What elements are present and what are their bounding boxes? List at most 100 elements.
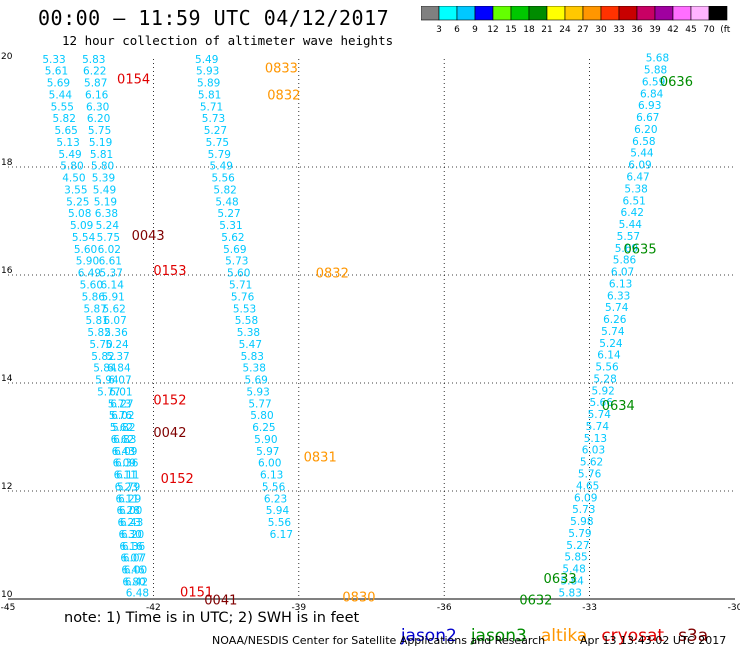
swh-value: 6.27 xyxy=(110,398,133,410)
swh-value: 6.59 xyxy=(642,76,665,88)
swh-value: 5.77 xyxy=(248,398,271,410)
swh-value: 5.79 xyxy=(117,481,140,493)
swh-value: 5.84 xyxy=(560,575,584,587)
swh-value: 5.82 xyxy=(112,422,135,434)
swh-value: 6.13 xyxy=(609,278,632,290)
swh-value: 5.88 xyxy=(644,65,667,77)
swh-value: 4.50 xyxy=(62,173,85,185)
swh-value: 5.82 xyxy=(87,327,110,339)
pass-label: 0832 xyxy=(267,89,300,104)
swh-value: 5.84 xyxy=(93,363,117,375)
pass-label: 0043 xyxy=(132,229,165,244)
swh-value: 5.37 xyxy=(100,268,123,280)
swh-value: 5.69 xyxy=(615,243,638,255)
swh-value: 6.02 xyxy=(98,244,121,256)
swh-value: 6.29 xyxy=(118,493,141,505)
swh-value: 6.23 xyxy=(115,481,138,493)
swh-value: 5.93 xyxy=(246,386,269,398)
x-tick-label: -42 xyxy=(146,603,161,613)
legend-jason2: jason2 xyxy=(400,626,457,646)
page-title: 00:00 – 11:59 UTC 04/12/2017 xyxy=(38,6,390,30)
y-tick-label: 10 xyxy=(1,590,13,600)
swh-value: 5.60 xyxy=(227,268,250,280)
colorbar-label: 21 xyxy=(541,25,552,35)
swh-value: 5.69 xyxy=(223,244,246,256)
swh-value: 6.09 xyxy=(114,446,137,458)
swh-value: 6.01 xyxy=(109,386,132,398)
pass-label: 0153 xyxy=(153,264,186,279)
swh-value: 6.14 xyxy=(597,350,621,362)
swh-value: 6.03 xyxy=(582,445,605,457)
swh-value: 5.74 xyxy=(605,302,629,314)
swh-value: 5.24 xyxy=(599,338,623,350)
swh-value: 6.30 xyxy=(86,101,109,113)
swh-value: 6.47 xyxy=(626,172,649,184)
swh-value: 5.74 xyxy=(586,421,610,433)
swh-value: 6.07 xyxy=(611,267,634,279)
swh-value: 5.85 xyxy=(564,552,587,564)
swh-value: 5.62 xyxy=(221,232,244,244)
swh-value: 5.38 xyxy=(243,363,266,375)
swh-value: 6.11 xyxy=(116,470,139,482)
swh-value: 6.09 xyxy=(574,492,597,504)
swh-value: 5.65 xyxy=(54,125,77,137)
swh-value: 6.07 xyxy=(103,315,126,327)
swh-value: 5.56 xyxy=(262,481,286,493)
swh-value: 6.09 xyxy=(628,160,651,172)
swh-value: 5.81 xyxy=(90,149,113,161)
pass-label: 0152 xyxy=(161,472,194,487)
swh-value: 5.54 xyxy=(72,232,96,244)
swh-value: 5.25 xyxy=(66,196,89,208)
swh-value: 6.36 xyxy=(115,458,139,470)
swh-value: 6.84 xyxy=(107,363,131,375)
colorbar-label: 24 xyxy=(559,25,571,35)
swh-value: 5.09 xyxy=(70,220,93,232)
swh-value: 5.75 xyxy=(97,232,120,244)
swh-value: 5.31 xyxy=(219,220,242,232)
swh-value: 5.91 xyxy=(101,291,124,303)
swh-value: 6.07 xyxy=(120,553,143,565)
swh-value: 5.80 xyxy=(91,161,114,173)
swh-value: 5.69 xyxy=(47,78,70,90)
colorbar-label: 15 xyxy=(505,25,516,35)
swh-value: 6.26 xyxy=(603,314,627,326)
swh-value: 5.80 xyxy=(60,161,83,173)
swh-value: 5.13 xyxy=(56,137,79,149)
swh-value: 5.69 xyxy=(244,375,267,387)
swh-value: 6.07 xyxy=(108,375,131,387)
colorbar-label: 33 xyxy=(613,25,624,35)
swh-value: 5.28 xyxy=(593,373,616,385)
colorbar-label: 9 xyxy=(472,25,478,35)
swh-value: 6.62 xyxy=(111,434,134,446)
swh-value: 5.82 xyxy=(213,184,236,196)
swh-value: 5.75 xyxy=(88,125,111,137)
swh-value: 5.36 xyxy=(104,327,128,339)
x-tick-label: -33 xyxy=(582,603,597,613)
pass-label: 0831 xyxy=(304,450,337,465)
swh-value: 6.25 xyxy=(252,422,275,434)
swh-value: 6.23 xyxy=(117,517,140,529)
swh-value: 6.13 xyxy=(260,470,283,482)
swh-value: 6.43 xyxy=(120,517,143,529)
swh-value: 5.44 xyxy=(49,89,73,101)
swh-value: 5.86 xyxy=(82,291,106,303)
swh-value: 5.97 xyxy=(256,446,279,458)
swh-points: 5.335.615.695.445.555.825.655.135.495.80… xyxy=(42,53,669,600)
swh-value: 5.37 xyxy=(106,351,129,363)
y-tick-label: 18 xyxy=(1,158,13,168)
swh-value: 5.27 xyxy=(217,208,240,220)
swh-value: 6.93 xyxy=(638,100,661,112)
pass-label: 0635 xyxy=(624,242,657,257)
swh-value: 5.66 xyxy=(590,397,614,409)
timestamp-text: Apr 13 13:43:02 UTC 2017 xyxy=(580,634,727,647)
swh-value: 6.20 xyxy=(121,529,144,541)
swh-value: 5.38 xyxy=(237,327,260,339)
swh-value: 6.42 xyxy=(125,577,148,589)
y-tick-label: 20 xyxy=(1,52,13,62)
swh-value: 5.80 xyxy=(250,410,273,422)
swh-value: 6.20 xyxy=(634,124,657,136)
swh-value: 5.47 xyxy=(239,339,262,351)
swh-value: 5.89 xyxy=(197,78,220,90)
satellite-legend: jason2 jason3 altika cryosat s3a xyxy=(390,606,722,646)
swh-value: 6.11 xyxy=(116,493,139,505)
